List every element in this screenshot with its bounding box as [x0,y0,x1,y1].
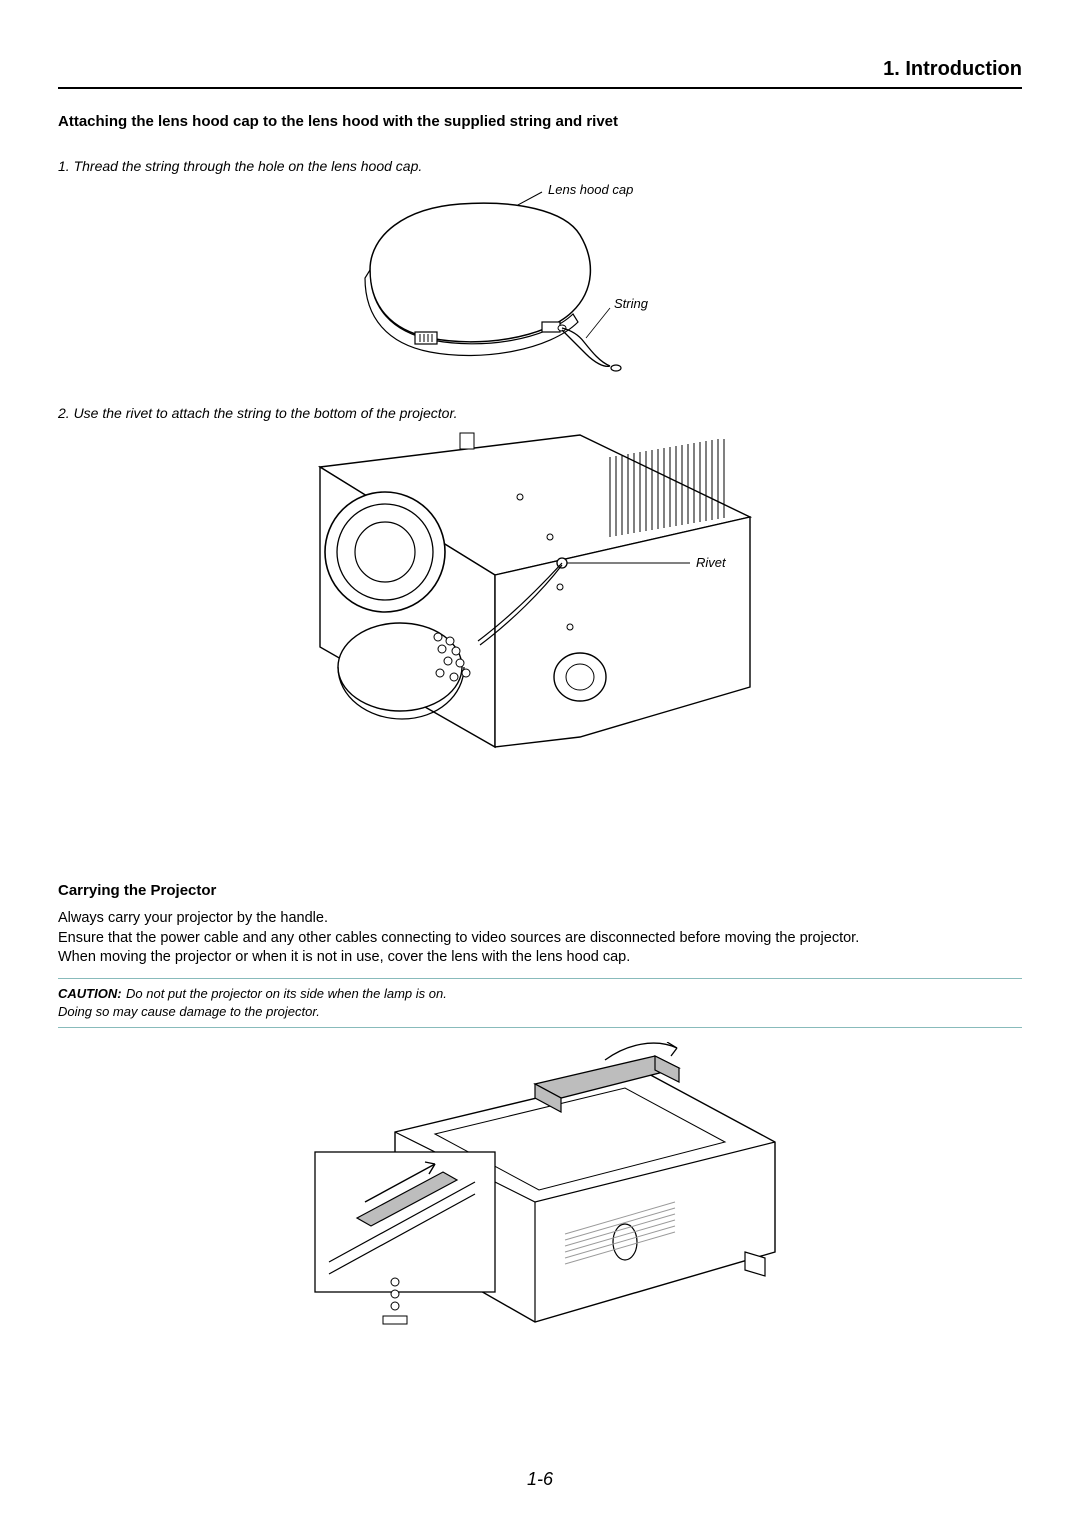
carrying-illustration [275,1042,805,1342]
carrying-p2: Ensure that the power cable and any othe… [58,930,859,946]
lens-cap-illustration: Lens hood cap String [310,180,770,380]
figure-1-lens-cap: Lens hood cap String [58,180,1022,385]
projector-bottom-illustration: Rivet [260,427,820,757]
caution-label: CAUTION: [58,986,122,1001]
section-title: Attaching the lens hood cap to the lens … [58,113,1022,130]
caution-line1: Do not put the projector on its side whe… [126,986,447,1001]
carrying-paragraph: Always carry your projector by the handl… [58,909,1022,968]
carrying-p3: When moving the projector or when it is … [58,949,630,965]
figure-2-projector-bottom: Rivet [58,427,1022,762]
step-2-text: 2. Use the rivet to attach the string to… [58,405,1022,421]
step-1-text: 1. Thread the string through the hole on… [58,158,1022,174]
caution-block: CAUTION: Do not put the projector on its… [58,978,1022,1028]
figure-3-carrying [58,1042,1022,1347]
chapter-title: 1. Introduction [58,58,1022,81]
document-page: 1. Introduction Attaching the lens hood … [0,0,1080,1526]
label-string: String [614,296,649,311]
caution-line2: Doing so may cause damage to the project… [58,1004,320,1019]
page-number: 1-6 [0,1469,1080,1490]
carrying-heading: Carrying the Projector [58,882,1022,899]
label-lens-hood-cap: Lens hood cap [548,182,633,197]
carrying-p1: Always carry your projector by the handl… [58,910,328,926]
page-header: 1. Introduction [58,58,1022,89]
label-rivet: Rivet [696,555,727,570]
